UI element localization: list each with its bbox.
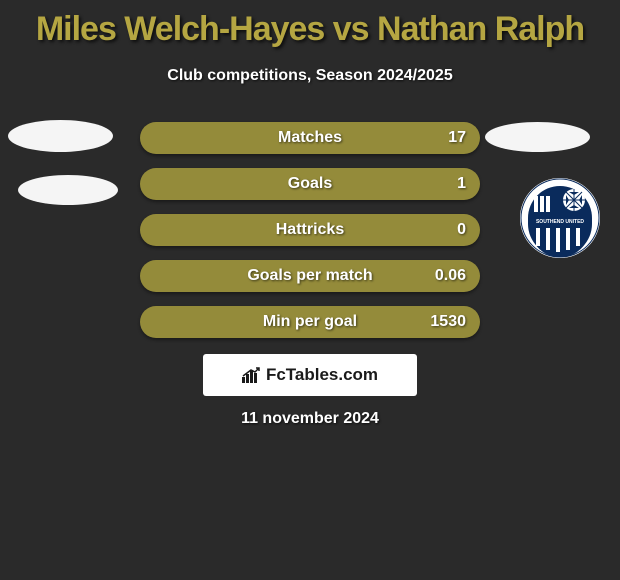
date-text: 11 november 2024: [0, 410, 620, 428]
player2-badge-1: [485, 122, 590, 152]
player2-club-logo: SOUTHEND UNITED: [520, 178, 600, 258]
chart-icon: [242, 367, 262, 383]
stat-row-goals-per-match: Goals per match 0.06: [140, 260, 480, 292]
stat-label: Goals: [288, 175, 332, 193]
stat-value: 17: [448, 129, 466, 147]
stat-row-min-per-goal: Min per goal 1530: [140, 306, 480, 338]
stat-label: Goals per match: [247, 267, 372, 285]
player1-badge-2: [18, 175, 118, 205]
stat-label: Matches: [278, 129, 342, 147]
player1-badge-1: [8, 120, 113, 152]
page-title: Miles Welch-Hayes vs Nathan Ralph: [0, 0, 620, 49]
page-subtitle: Club competitions, Season 2024/2025: [0, 67, 620, 85]
stats-container: Matches 17 Goals 1 Hattricks 0 Goals per…: [140, 122, 480, 352]
stat-label: Min per goal: [263, 313, 357, 331]
southend-united-logo-icon: SOUTHEND UNITED: [520, 178, 600, 258]
stat-value: 1: [457, 175, 466, 193]
stat-row-matches: Matches 17: [140, 122, 480, 154]
stat-row-hattricks: Hattricks 0: [140, 214, 480, 246]
stat-value: 1530: [430, 313, 466, 331]
stat-value: 0.06: [435, 267, 466, 285]
brand-footer[interactable]: FcTables.com: [203, 354, 417, 396]
brand-text: FcTables.com: [266, 365, 378, 385]
stat-label: Hattricks: [276, 221, 344, 239]
stat-value: 0: [457, 221, 466, 239]
stat-row-goals: Goals 1: [140, 168, 480, 200]
svg-text:SOUTHEND UNITED: SOUTHEND UNITED: [536, 219, 584, 225]
